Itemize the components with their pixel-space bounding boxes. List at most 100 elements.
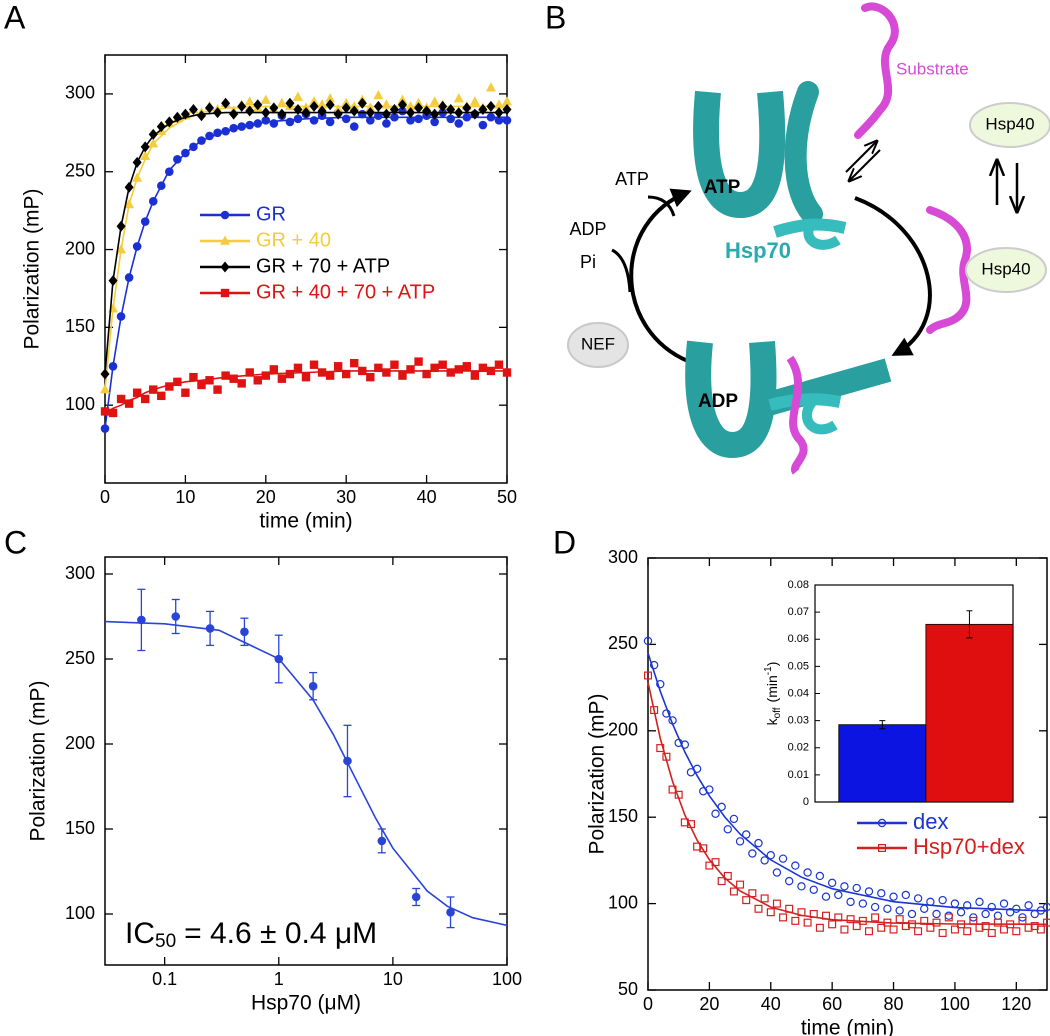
data-point xyxy=(650,706,659,715)
data-point xyxy=(938,895,947,905)
y-tick-label: 300 xyxy=(608,547,638,567)
data-point xyxy=(148,196,158,206)
data-point xyxy=(791,916,800,925)
data-point xyxy=(969,916,978,925)
data-point xyxy=(277,108,287,120)
data-point xyxy=(205,102,215,114)
data-point xyxy=(662,709,671,718)
data-point xyxy=(165,382,174,391)
data-point xyxy=(674,790,683,799)
data-point xyxy=(877,889,886,898)
data-point xyxy=(1024,923,1033,932)
data-point xyxy=(132,388,142,397)
data-point xyxy=(944,911,953,920)
data-point xyxy=(766,908,775,917)
x-tick-label: 20 xyxy=(256,487,276,507)
data-point xyxy=(999,899,1009,908)
data-point xyxy=(914,927,923,936)
y-axis-label: Polarization (mP) xyxy=(586,693,609,854)
data-point xyxy=(907,920,916,929)
y-tick-label: 150 xyxy=(65,316,95,336)
data-point xyxy=(446,908,455,917)
data-point xyxy=(261,116,271,125)
data-point xyxy=(692,764,702,774)
data-point xyxy=(748,889,757,898)
data-point xyxy=(365,102,376,112)
data-point xyxy=(197,380,206,390)
data-point xyxy=(116,394,126,404)
hsp70-sbd xyxy=(801,398,838,435)
data-point xyxy=(274,654,284,664)
data-point xyxy=(229,374,238,383)
legend-marker xyxy=(220,288,230,298)
y-tick-label: 200 xyxy=(65,238,95,258)
x-tick-label: 20 xyxy=(699,994,719,1014)
y-tick-label: 0.02 xyxy=(788,742,809,754)
data-point xyxy=(381,99,392,109)
data-point xyxy=(478,103,488,115)
data-point xyxy=(1030,909,1039,919)
substrate-chain xyxy=(926,206,971,334)
data-point xyxy=(301,107,311,119)
data-point xyxy=(729,887,738,896)
data-point xyxy=(269,102,279,114)
data-point xyxy=(140,150,151,160)
data-point xyxy=(430,363,439,373)
equilibrium-arrow xyxy=(850,149,881,180)
data-point xyxy=(791,861,800,870)
data-point xyxy=(470,108,480,120)
data-point xyxy=(754,904,763,913)
data-point xyxy=(981,909,990,919)
data-point xyxy=(668,785,677,794)
legend-label: GR + 70 + ATP xyxy=(256,255,390,277)
data-point xyxy=(237,100,247,112)
data-point xyxy=(723,871,732,880)
data-point xyxy=(438,360,447,369)
data-point xyxy=(140,217,150,226)
y-axis-label-part: k xyxy=(764,717,780,725)
data-point xyxy=(100,384,110,394)
data-point xyxy=(430,117,439,127)
x-tick-label: 120 xyxy=(1001,994,1031,1014)
data-point xyxy=(711,809,720,818)
y-tick-label: 300 xyxy=(65,83,95,103)
data-point xyxy=(754,838,763,848)
x-tick-label: 30 xyxy=(336,487,356,507)
data-point xyxy=(301,372,311,382)
y-tick-label: 300 xyxy=(65,563,95,583)
y-tick-label: 200 xyxy=(65,733,95,753)
data-point xyxy=(772,899,781,908)
data-point xyxy=(680,818,689,827)
annotation-text: IC xyxy=(125,917,155,950)
hsp70-nbd xyxy=(685,340,777,459)
data-point xyxy=(494,116,504,125)
data-point xyxy=(116,220,126,232)
data-point xyxy=(438,100,448,112)
data-point xyxy=(975,923,984,932)
data-point xyxy=(723,825,733,834)
x-tick-label: 40 xyxy=(761,994,781,1014)
y-tick-label: 0.07 xyxy=(788,606,809,618)
data-point xyxy=(309,360,319,369)
data-point xyxy=(797,882,806,891)
data-point xyxy=(815,871,825,881)
data-point xyxy=(221,126,230,136)
data-point xyxy=(827,878,837,888)
data-point xyxy=(349,105,359,117)
data-point xyxy=(430,108,440,120)
data-point xyxy=(470,371,480,380)
data-point xyxy=(883,918,892,927)
data-point xyxy=(809,885,818,894)
hsp40 xyxy=(965,247,1047,293)
data-point xyxy=(494,360,504,369)
data-point xyxy=(390,112,399,122)
data-point xyxy=(292,91,303,101)
data-point xyxy=(760,894,769,903)
atp-arrow xyxy=(647,195,676,217)
y-tick-label: 0.04 xyxy=(788,687,809,699)
data-point xyxy=(502,116,512,125)
label: NEF xyxy=(581,334,615,353)
data-point xyxy=(889,925,898,934)
data-point xyxy=(261,107,271,119)
y-tick-label: 150 xyxy=(608,806,638,826)
